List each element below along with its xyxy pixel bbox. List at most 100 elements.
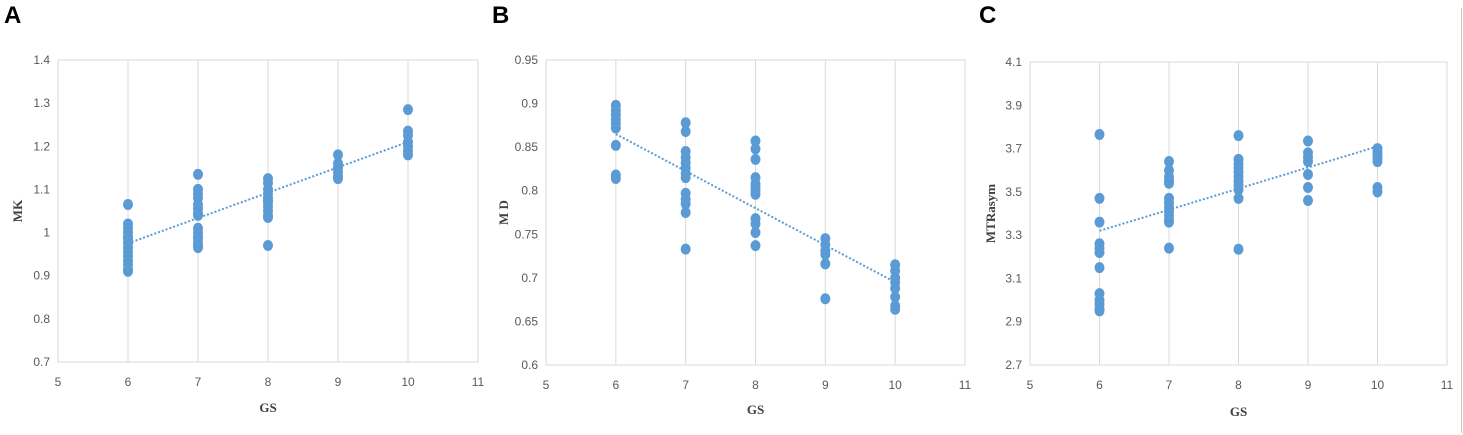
x-axis-title: GS [259, 400, 276, 415]
data-point [123, 199, 133, 211]
data-point [820, 293, 831, 305]
data-point [680, 243, 691, 255]
x-tick-label: 10 [401, 375, 415, 389]
x-axis-title: GS [1230, 404, 1247, 419]
data-point [890, 303, 901, 315]
data-point [680, 207, 691, 218]
y-tick-label: 3.1 [1005, 271, 1022, 285]
data-point [123, 265, 133, 277]
x-tick-label: 6 [125, 375, 132, 389]
y-tick-label: 0.9 [521, 97, 538, 111]
y-tick-label: 0.75 [515, 227, 539, 241]
x-tick-label: 10 [1371, 378, 1385, 392]
data-point [1303, 182, 1313, 194]
data-point [610, 139, 621, 151]
data-point [1094, 216, 1105, 228]
panel-letter-c: C [979, 2, 997, 29]
data-point [1233, 243, 1244, 255]
panel-letter-b: B [492, 2, 510, 29]
y-tick-label: 0.9 [33, 269, 50, 283]
y-tick-label: 3.3 [1005, 228, 1022, 242]
data-point [263, 194, 273, 206]
y-tick-label: 1.4 [33, 53, 50, 67]
data-point [1233, 192, 1244, 204]
data-point [1303, 135, 1313, 147]
data-point [750, 135, 761, 147]
y-tick-label: 3.5 [1005, 185, 1022, 199]
data-point [750, 143, 761, 155]
x-axis-title: GS [747, 402, 764, 417]
data-point [1372, 156, 1383, 168]
y-tick-label: 1.1 [33, 182, 50, 196]
data-point [820, 258, 831, 270]
y-tick-label: 0.6 [521, 358, 538, 372]
data-point [333, 173, 343, 185]
data-point [610, 122, 621, 134]
y-axis-title: MK [10, 199, 25, 222]
data-point [1094, 129, 1105, 141]
data-point [1164, 177, 1174, 189]
data-point [680, 172, 691, 184]
data-point [890, 282, 901, 294]
data-point [750, 188, 761, 200]
data-point [1233, 184, 1244, 196]
data-point [1164, 242, 1174, 254]
data-point [610, 173, 621, 185]
panel-letter-a: A [4, 2, 22, 29]
data-point [1372, 186, 1383, 198]
x-tick-label: 8 [1235, 378, 1242, 392]
data-point [1094, 246, 1105, 258]
data-point [680, 125, 691, 137]
data-point [193, 242, 203, 254]
y-tick-label: 0.8 [521, 184, 538, 198]
y-tick-label: 1.2 [33, 139, 50, 153]
y-tick-label: 3.7 [1005, 142, 1022, 156]
data-point [193, 168, 203, 180]
x-tick-label: 6 [1096, 378, 1103, 392]
data-point [750, 240, 761, 252]
data-point [820, 248, 831, 260]
x-tick-label: 7 [1166, 378, 1173, 392]
data-point [263, 211, 273, 223]
panel-a: A 5 6 7 8 9 10 11 0.7 0.8 0.9 1 1.1 1.2 1.3 1.4 GS MK [0, 0, 488, 435]
y-tick-label: 2.9 [1005, 315, 1022, 329]
x-tick-label: 9 [822, 378, 829, 392]
y-tick-label: 0.7 [33, 355, 50, 369]
data-point [680, 117, 691, 129]
x-tick-label: 5 [55, 375, 62, 389]
data-point [1164, 216, 1174, 228]
panel-c: C 5 6 7 8 9 10 11 2.7 2.9 3.1 3.3 3.5 3.7 3.9 4.1 GS MTR… [975, 0, 1463, 435]
data-point [1164, 156, 1174, 168]
y-axis-title: M D [496, 200, 511, 225]
data-point [403, 104, 413, 116]
data-point [750, 227, 761, 239]
trend-line [615, 133, 896, 284]
x-tick-label: 7 [682, 378, 689, 392]
data-point [1303, 156, 1313, 168]
x-tick-label: 8 [752, 378, 759, 392]
x-tick-label: 11 [959, 378, 972, 392]
data-point [750, 153, 761, 165]
right-border-rule [1461, 8, 1462, 433]
y-tick-label: 0.65 [515, 314, 539, 328]
data-point [1094, 262, 1105, 274]
data-point [680, 198, 691, 210]
data-point [1094, 305, 1105, 317]
x-tick-label: 7 [195, 375, 202, 389]
x-tick-label: 6 [612, 378, 619, 392]
y-tick-label: 4.1 [1005, 55, 1022, 69]
data-point [193, 209, 203, 221]
data-point [1233, 130, 1244, 142]
y-tick-label: 1.3 [33, 96, 50, 110]
scatter-chart-mk: 5 6 7 8 9 10 11 0.7 0.8 0.9 1 1.1 1.2 1.3 1.4 GS MK [10, 53, 485, 415]
x-tick-label: 11 [1441, 378, 1454, 392]
y-tick-label: 0.95 [515, 53, 539, 67]
data-point [263, 240, 273, 252]
x-tick-label: 10 [888, 378, 902, 392]
data-point [1303, 169, 1313, 181]
y-tick-label: 3.9 [1005, 98, 1022, 112]
y-tick-label: 0.8 [33, 312, 50, 326]
y-tick-label: 0.85 [515, 140, 539, 154]
data-point [1303, 195, 1313, 207]
scatter-chart-md: 5 6 7 8 9 10 11 0.6 0.65 0.7 0.75 0.8 0.85 0.9 0.95 GS M… [496, 53, 972, 417]
